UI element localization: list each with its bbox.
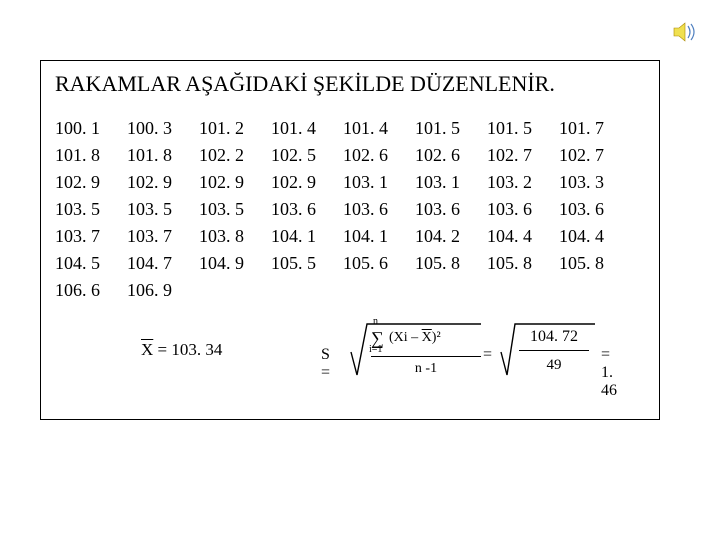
data-cell: 101. 5 (415, 115, 487, 142)
xbar-symbol: X (141, 340, 153, 359)
data-cell: 105. 8 (559, 250, 631, 277)
radical-2: 104. 72 49 (499, 320, 599, 382)
formulas: X = 103. 34 S = n ∑ i=1 (Xi – X)² n -1 (41, 318, 659, 408)
data-cell: 103. 3 (559, 169, 631, 196)
data-cell: 103. 6 (559, 196, 631, 223)
data-cell: 101. 8 (127, 142, 199, 169)
data-cell: 104. 5 (55, 250, 127, 277)
data-cell: 101. 4 (271, 115, 343, 142)
data-col-4: 101. 4102. 6103. 1103. 6104. 1105. 6 (343, 115, 415, 304)
data-cell: 102. 6 (415, 142, 487, 169)
data-cell: 103. 7 (55, 223, 127, 250)
denominator-1: n -1 (371, 359, 481, 377)
sigma-lower: i=1 (369, 344, 382, 355)
s-label: S = (321, 346, 330, 382)
data-cell: 103. 2 (487, 169, 559, 196)
data-cell: 106. 9 (127, 277, 199, 304)
data-cell: 102. 9 (199, 169, 271, 196)
data-cell: 103. 1 (415, 169, 487, 196)
data-cell: 102. 5 (271, 142, 343, 169)
result: = 1. 46 (601, 346, 617, 400)
data-cell: 105. 5 (271, 250, 343, 277)
data-cell: 105. 8 (415, 250, 487, 277)
data-cell: 103. 6 (343, 196, 415, 223)
data-cell: 105. 6 (343, 250, 415, 277)
equals-1: = (483, 346, 492, 364)
data-col-6: 101. 5102. 7103. 2103. 6104. 4105. 8 (487, 115, 559, 304)
data-col-7: 101. 7102. 7103. 3103. 6104. 4105. 8 (559, 115, 631, 304)
mean-formula: X = 103. 34 (141, 340, 222, 360)
data-cell: 102. 6 (343, 142, 415, 169)
numerator-2: 104. 72 (519, 320, 589, 348)
radical-1: n ∑ i=1 (Xi – X)² n -1 (349, 320, 479, 382)
data-grid: 100. 1101. 8102. 9103. 5103. 7104. 5106.… (55, 115, 659, 304)
data-cell: 104. 4 (487, 223, 559, 250)
data-cell: 106. 6 (55, 277, 127, 304)
data-cell: 100. 1 (55, 115, 127, 142)
data-cell: 103. 7 (127, 223, 199, 250)
numerator-1: n ∑ i=1 (Xi – X)² (371, 320, 481, 354)
data-col-3: 101. 4102. 5102. 9103. 6104. 1105. 5 (271, 115, 343, 304)
data-cell: 103. 1 (343, 169, 415, 196)
data-cell: 104. 1 (343, 223, 415, 250)
data-cell: 101. 5 (487, 115, 559, 142)
data-cell: 104. 2 (415, 223, 487, 250)
content-frame: RAKAMLAR AŞAĞIDAKİ ŞEKİLDE DÜZENLENİR. 1… (40, 60, 660, 420)
data-cell: 103. 5 (55, 196, 127, 223)
data-col-0: 100. 1101. 8102. 9103. 5103. 7104. 5106.… (55, 115, 127, 304)
data-cell: 101. 4 (343, 115, 415, 142)
data-cell: 103. 6 (271, 196, 343, 223)
data-cell: 101. 2 (199, 115, 271, 142)
data-col-5: 101. 5102. 6103. 1103. 6104. 2105. 8 (415, 115, 487, 304)
sound-icon (672, 20, 700, 44)
data-cell: 102. 2 (199, 142, 271, 169)
data-cell: 101. 7 (559, 115, 631, 142)
data-cell: 100. 3 (127, 115, 199, 142)
data-cell: 101. 8 (55, 142, 127, 169)
xbar-value: = 103. 34 (153, 340, 222, 359)
data-cell: 105. 8 (487, 250, 559, 277)
data-cell: 103. 6 (415, 196, 487, 223)
page-title: RAKAMLAR AŞAĞIDAKİ ŞEKİLDE DÜZENLENİR. (55, 71, 659, 97)
data-cell: 103. 5 (127, 196, 199, 223)
denominator-2: 49 (519, 353, 589, 374)
data-cell: 102. 7 (559, 142, 631, 169)
data-cell: 102. 9 (271, 169, 343, 196)
sum-expression: (Xi – X)² (389, 330, 441, 346)
data-cell: 104. 1 (271, 223, 343, 250)
data-cell: 103. 8 (199, 223, 271, 250)
sigma-upper: n (373, 316, 378, 327)
fraction-1: n ∑ i=1 (Xi – X)² n -1 (371, 320, 481, 377)
fraction-2: 104. 72 49 (519, 320, 589, 374)
data-cell: 104. 7 (127, 250, 199, 277)
data-col-2: 101. 2102. 2102. 9103. 5103. 8104. 9 (199, 115, 271, 304)
data-cell: 102. 9 (55, 169, 127, 196)
data-cell: 102. 7 (487, 142, 559, 169)
data-col-1: 100. 3101. 8102. 9103. 5103. 7104. 7106.… (127, 115, 199, 304)
data-cell: 103. 5 (199, 196, 271, 223)
data-cell: 104. 9 (199, 250, 271, 277)
data-cell: 103. 6 (487, 196, 559, 223)
data-cell: 102. 9 (127, 169, 199, 196)
data-cell: 104. 4 (559, 223, 631, 250)
